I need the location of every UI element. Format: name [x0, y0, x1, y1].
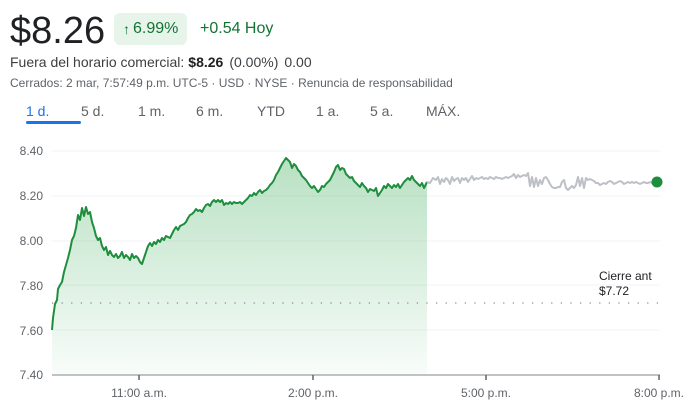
change-percent: 6.99%: [133, 20, 179, 37]
svg-text:8.20: 8.20: [20, 189, 44, 203]
svg-text:8:00 p.m.: 8:00 p.m.: [634, 386, 684, 400]
svg-text:2:00 p.m.: 2:00 p.m.: [288, 386, 338, 400]
price-chart[interactable]: 8.40 8.20 8.00 7.80 7.60 7.40 11:00 a.m.…: [0, 140, 698, 418]
svg-text:11:00 a.m.: 11:00 a.m.: [111, 386, 167, 400]
x-axis: 11:00 a.m. 2:00 p.m. 5:00 p.m. 8:00 p.m.: [52, 374, 684, 400]
svg-text:7.40: 7.40: [20, 368, 44, 382]
after-hours-line: [426, 172, 657, 191]
tab-ytd[interactable]: YTD: [257, 103, 285, 119]
after-hours-change: 0.00: [284, 54, 312, 70]
svg-text:7.80: 7.80: [20, 279, 44, 293]
tab-max[interactable]: MÁX.: [426, 103, 461, 119]
change-absolute: +0.54 Hoy: [200, 20, 274, 37]
after-hours-row: Fuera del horario comercial: $8.26 (0.00%)…: [10, 53, 312, 71]
regular-session-area: [52, 158, 427, 375]
tab-6m[interactable]: 6 m.: [196, 103, 224, 119]
change-percent-badge: ↑ 6.99%: [114, 13, 188, 45]
previous-close-label: Cierre ant: [599, 269, 652, 283]
previous-close-annotation: Cierre ant $7.72: [599, 269, 652, 299]
tab-1d[interactable]: 1 d.: [26, 100, 81, 124]
tab-5d[interactable]: 5 d.: [81, 103, 105, 119]
tab-1y[interactable]: 1 a.: [316, 103, 340, 119]
regular-session-line: [51, 157, 428, 331]
svg-text:8.00: 8.00: [20, 234, 44, 248]
arrow-up-icon: ↑: [123, 21, 130, 37]
svg-text:7.60: 7.60: [20, 324, 44, 338]
market-status-meta: Cerrados: 2 mar, 7:57:49 p.m. UTC-5 · US…: [10, 76, 453, 90]
svg-text:8.40: 8.40: [20, 144, 44, 158]
after-hours-price: $8.26: [188, 54, 224, 70]
after-hours-percent: (0.00%): [229, 54, 279, 70]
svg-text:5:00 p.m.: 5:00 p.m.: [461, 386, 511, 400]
tab-1m[interactable]: 1 m.: [138, 103, 166, 119]
previous-close-value: $7.72: [599, 284, 630, 298]
latest-price-marker: [651, 176, 663, 188]
current-price: $8.26: [10, 10, 106, 52]
tab-5y[interactable]: 5 a.: [370, 103, 394, 119]
y-axis-labels: 8.40 8.20 8.00 7.80 7.60 7.40: [20, 144, 44, 382]
after-hours-label: Fuera del horario comercial:: [10, 54, 185, 70]
range-tabs: 1 d. 5 d. 1 m. 6 m. YTD 1 a. 5 a. MÁX.: [26, 100, 476, 124]
